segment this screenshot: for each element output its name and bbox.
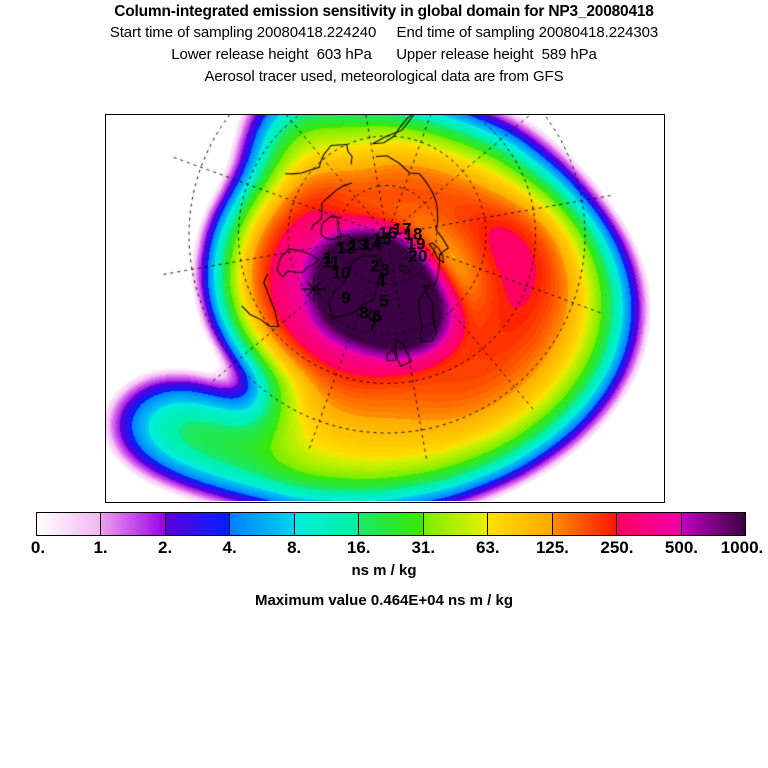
colorbar-tick-label: 4. xyxy=(222,538,237,557)
colorbar-tick-label: 31. xyxy=(411,538,436,557)
colorbar-tick-label: 1. xyxy=(93,538,108,557)
page-title: Column-integrated emission sensitivity i… xyxy=(114,3,654,20)
plume-trajectory-label: 15 xyxy=(372,229,392,249)
colorbar-segment xyxy=(552,513,618,535)
plume-trajectory-label: 7 xyxy=(368,315,378,335)
colorbar: 0. 1. 2. 4. 8. 16. 31. 63. 125. 250. 500. 1000. xyxy=(31,512,763,557)
plume-trajectory-label: 13 xyxy=(348,235,368,255)
release-heights-line: Lower release height 603 hPa Upper relea… xyxy=(171,46,597,63)
colorbar-segment xyxy=(101,513,166,535)
plume-trajectory-label: 5 xyxy=(379,291,389,311)
plume-trajectory-label: 17 xyxy=(392,219,412,239)
tracer-meteo-line: Aerosol tracer used, meteorological data… xyxy=(204,68,564,85)
colorbar-tick-label: 2. xyxy=(157,538,173,557)
colorbar-segment xyxy=(488,513,553,535)
colorbar-tick-labels: 0. 1. 2. 4. 8. 16. 31. 63. 125. 250. 500. 1000. xyxy=(31,538,763,560)
colorbar-segment xyxy=(359,513,424,535)
colorbar-segment xyxy=(423,513,489,535)
header-block: Column-integrated emission sensitivity i… xyxy=(0,0,768,88)
colorbar-segment xyxy=(294,513,360,535)
plume-trajectory-label: 1 xyxy=(323,248,333,268)
map-panel[interactable]: 1 2 3 4 5 6 7 8 9 10 11 12 13 14 15 16 17 18 19 20 xyxy=(105,114,665,503)
plume-trajectory-label: 11 xyxy=(322,252,340,272)
colorbar-unit-label: ns m / kg xyxy=(351,562,417,579)
maximum-value-label: Maximum value 0.464E+04 ns m / kg xyxy=(254,592,514,609)
plume-trajectory-label: 4 xyxy=(376,271,386,291)
plume-trajectory-label: 20 xyxy=(408,246,428,266)
colorbar-segment xyxy=(37,513,102,535)
emission-sensitivity-heatmap xyxy=(106,115,663,501)
colorbar-tick-label: 250. xyxy=(600,538,634,557)
plume-trajectory-label: 10 xyxy=(331,263,351,283)
plume-trajectory-label: 12 xyxy=(336,238,356,258)
colorbar-tick-label: 0. xyxy=(30,538,46,557)
plume-trajectory-label: 16 xyxy=(378,223,398,243)
colorbar-tick-label: 500. xyxy=(664,538,698,557)
plume-trajectory-label: 2 xyxy=(370,256,380,276)
colorbar-tick-label: 16. xyxy=(346,538,371,557)
colorbar-gradient-strip xyxy=(36,512,746,536)
colorbar-tick-label: 125. xyxy=(535,538,569,557)
plume-trajectory-label: 14 xyxy=(362,234,382,254)
colorbar-segment xyxy=(617,513,682,535)
plume-trajectory-label: 3 xyxy=(380,260,390,280)
plume-trajectory-label: 8 xyxy=(359,303,369,323)
sampling-times-line: Start time of sampling 20080418.224240 E… xyxy=(109,24,659,41)
colorbar-segment xyxy=(230,513,295,535)
plume-trajectory-label: 9 xyxy=(341,288,351,308)
plume-trajectory-label: 19 xyxy=(406,234,426,254)
colorbar-segment xyxy=(681,513,745,535)
colorbar-tick-label: 8. xyxy=(287,538,302,557)
plume-trajectory-label: 18 xyxy=(403,224,423,244)
colorbar-segment xyxy=(165,513,231,535)
colorbar-tick-label: 1000. xyxy=(720,538,764,557)
colorbar-tick-label: 63. xyxy=(475,538,500,557)
plume-trajectory-label: 6 xyxy=(372,306,382,326)
